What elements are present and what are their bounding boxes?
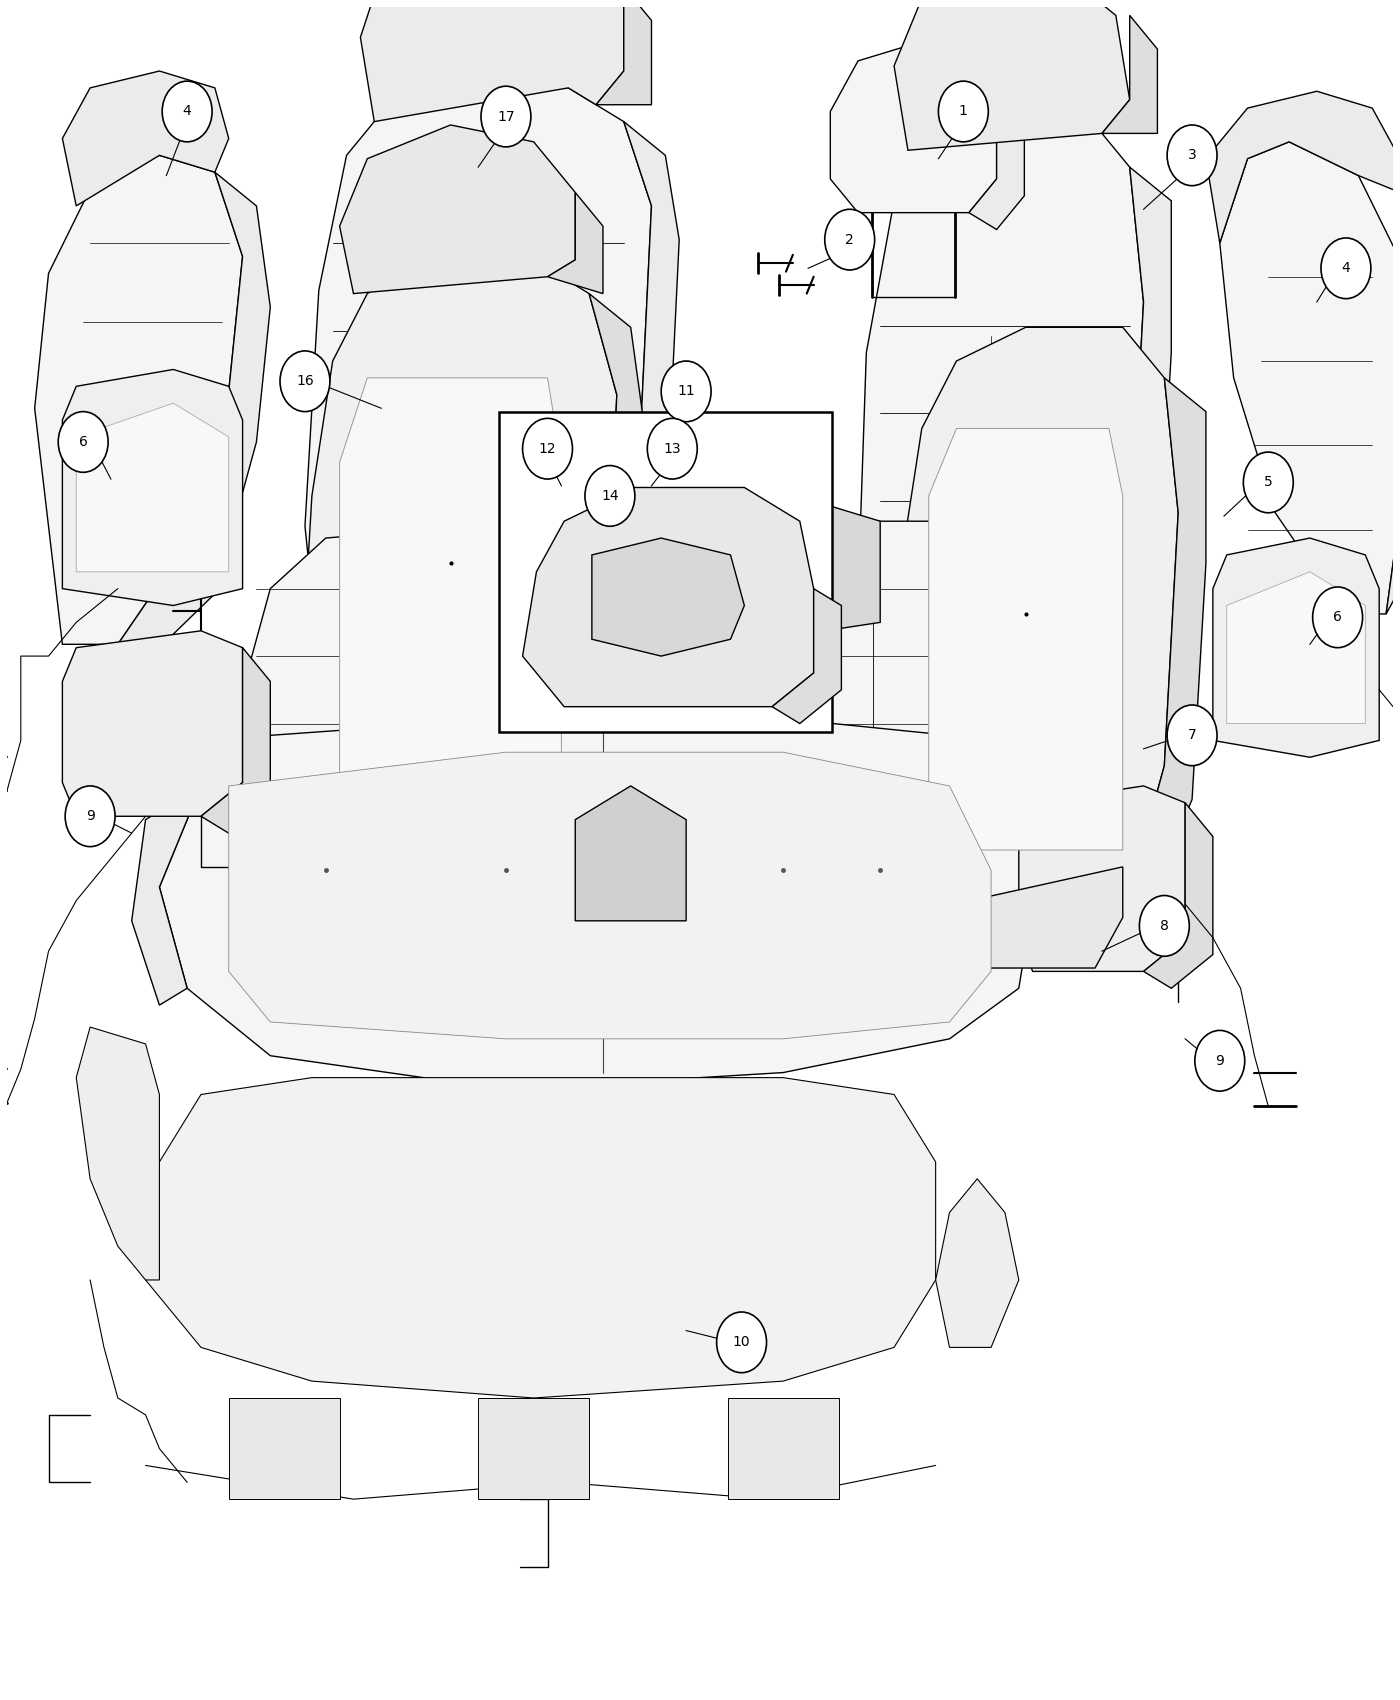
- Text: 10: 10: [732, 1334, 750, 1350]
- Polygon shape: [596, 0, 651, 105]
- Polygon shape: [242, 522, 1116, 790]
- Polygon shape: [1219, 141, 1400, 614]
- Text: 7: 7: [1187, 728, 1197, 743]
- Polygon shape: [1205, 92, 1400, 243]
- Polygon shape: [305, 88, 651, 661]
- Circle shape: [1168, 126, 1217, 185]
- Polygon shape: [771, 588, 841, 724]
- Polygon shape: [928, 428, 1123, 850]
- Polygon shape: [610, 122, 679, 661]
- Circle shape: [825, 209, 875, 270]
- Polygon shape: [888, 328, 1179, 867]
- Text: 9: 9: [1215, 1054, 1224, 1068]
- Polygon shape: [1102, 167, 1172, 656]
- Circle shape: [1140, 896, 1189, 955]
- Polygon shape: [340, 377, 561, 850]
- Polygon shape: [63, 631, 242, 816]
- Polygon shape: [63, 369, 242, 605]
- Polygon shape: [830, 44, 997, 212]
- Circle shape: [938, 82, 988, 141]
- Polygon shape: [860, 117, 1144, 656]
- Polygon shape: [728, 1397, 839, 1499]
- Circle shape: [482, 87, 531, 146]
- Polygon shape: [592, 539, 745, 656]
- Text: 4: 4: [1341, 262, 1351, 275]
- Text: 5: 5: [1264, 476, 1273, 490]
- Text: 4: 4: [183, 104, 192, 119]
- FancyBboxPatch shape: [498, 411, 832, 733]
- Polygon shape: [1144, 802, 1212, 988]
- Polygon shape: [132, 785, 202, 1005]
- Polygon shape: [202, 648, 270, 833]
- Polygon shape: [242, 690, 1116, 858]
- Polygon shape: [1226, 571, 1365, 724]
- Circle shape: [717, 1312, 767, 1372]
- Text: 8: 8: [1161, 920, 1169, 933]
- Polygon shape: [228, 1397, 340, 1499]
- Text: 1: 1: [959, 104, 967, 119]
- Polygon shape: [970, 867, 1123, 967]
- Polygon shape: [935, 1178, 1019, 1348]
- Circle shape: [162, 82, 211, 141]
- Circle shape: [661, 360, 711, 422]
- Circle shape: [1322, 238, 1371, 299]
- Text: 14: 14: [601, 490, 619, 503]
- Text: 13: 13: [664, 442, 680, 456]
- Polygon shape: [76, 403, 228, 571]
- Polygon shape: [1019, 785, 1186, 971]
- Text: 11: 11: [678, 384, 694, 398]
- Polygon shape: [575, 785, 686, 921]
- Polygon shape: [298, 260, 617, 867]
- Text: 2: 2: [846, 233, 854, 246]
- Text: 6: 6: [78, 435, 88, 449]
- Polygon shape: [1386, 260, 1400, 614]
- Circle shape: [585, 466, 634, 527]
- Polygon shape: [76, 1027, 160, 1280]
- Polygon shape: [969, 112, 1025, 230]
- Polygon shape: [522, 488, 813, 707]
- Polygon shape: [1212, 539, 1379, 756]
- Polygon shape: [35, 155, 242, 644]
- Polygon shape: [1102, 15, 1158, 133]
- Text: 16: 16: [295, 374, 314, 388]
- Circle shape: [280, 350, 330, 411]
- Circle shape: [59, 411, 108, 473]
- Polygon shape: [63, 71, 228, 206]
- Polygon shape: [479, 1397, 589, 1499]
- Text: 17: 17: [497, 109, 515, 124]
- Circle shape: [1243, 452, 1294, 513]
- Polygon shape: [658, 505, 881, 639]
- Circle shape: [1168, 706, 1217, 765]
- Polygon shape: [575, 294, 644, 867]
- Polygon shape: [160, 719, 1033, 1090]
- Circle shape: [647, 418, 697, 479]
- Polygon shape: [228, 751, 991, 1039]
- Circle shape: [1313, 586, 1362, 648]
- Text: 12: 12: [539, 442, 556, 456]
- Circle shape: [66, 785, 115, 847]
- Text: 9: 9: [85, 809, 95, 823]
- Polygon shape: [360, 0, 624, 122]
- Text: 6: 6: [1333, 610, 1343, 624]
- Polygon shape: [547, 192, 603, 294]
- Polygon shape: [895, 0, 1130, 150]
- Polygon shape: [146, 1078, 935, 1397]
- Circle shape: [522, 418, 573, 479]
- Polygon shape: [118, 172, 270, 661]
- Polygon shape: [340, 126, 575, 294]
- Text: 3: 3: [1187, 148, 1197, 162]
- Circle shape: [1194, 1030, 1245, 1091]
- Polygon shape: [1137, 377, 1205, 867]
